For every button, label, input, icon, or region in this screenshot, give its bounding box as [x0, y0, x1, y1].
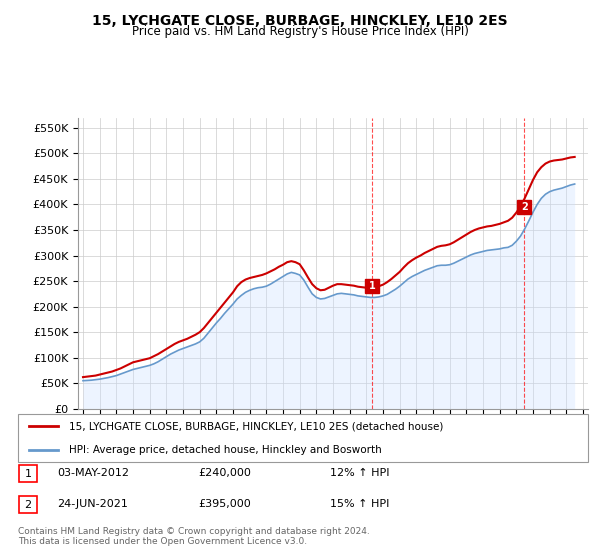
FancyBboxPatch shape [19, 465, 37, 482]
Text: 15, LYCHGATE CLOSE, BURBAGE, HINCKLEY, LE10 2ES: 15, LYCHGATE CLOSE, BURBAGE, HINCKLEY, L… [92, 14, 508, 28]
Text: 1: 1 [369, 281, 376, 291]
Text: 24-JUN-2021: 24-JUN-2021 [57, 499, 128, 509]
Text: 2: 2 [25, 500, 31, 510]
Text: £240,000: £240,000 [198, 468, 251, 478]
Text: 03-MAY-2012: 03-MAY-2012 [57, 468, 129, 478]
Text: 12% ↑ HPI: 12% ↑ HPI [330, 468, 389, 478]
Text: 15, LYCHGATE CLOSE, BURBAGE, HINCKLEY, LE10 2ES (detached house): 15, LYCHGATE CLOSE, BURBAGE, HINCKLEY, L… [70, 421, 443, 431]
Text: £395,000: £395,000 [198, 499, 251, 509]
Text: 1: 1 [25, 469, 31, 479]
Text: 15% ↑ HPI: 15% ↑ HPI [330, 499, 389, 509]
FancyBboxPatch shape [18, 414, 588, 462]
Text: Price paid vs. HM Land Registry's House Price Index (HPI): Price paid vs. HM Land Registry's House … [131, 25, 469, 38]
Text: 2: 2 [521, 202, 528, 212]
Text: HPI: Average price, detached house, Hinckley and Bosworth: HPI: Average price, detached house, Hinc… [70, 445, 382, 455]
Text: Contains HM Land Registry data © Crown copyright and database right 2024.
This d: Contains HM Land Registry data © Crown c… [18, 526, 370, 546]
FancyBboxPatch shape [19, 496, 37, 513]
